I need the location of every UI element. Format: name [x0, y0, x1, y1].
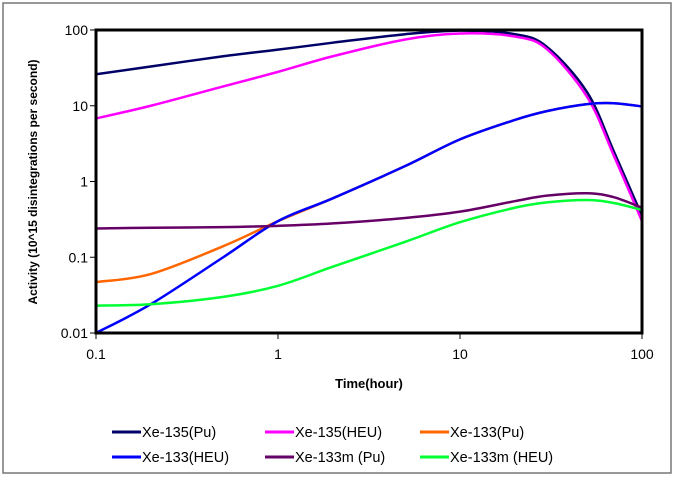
legend-item: Xe-133m (HEU)	[420, 450, 553, 466]
y-axis-title: Activity (10^15 disintegrations per seco…	[26, 59, 40, 304]
legend-label: Xe-135(Pu)	[142, 425, 216, 441]
y-tick-label: 100	[65, 22, 89, 38]
legend-item: Xe-135(HEU)	[265, 425, 382, 441]
legend-label: Xe-135(HEU)	[295, 425, 382, 441]
legend-item: Xe-133(Pu)	[420, 425, 524, 441]
y-tick-label: 10	[72, 98, 88, 114]
y-tick-label: 0.1	[69, 249, 89, 265]
legend-label: Xe-133m (Pu)	[295, 450, 385, 466]
ticks-layer: 0.1 1 10 100 0.01 0.1 1 10 100	[61, 22, 654, 362]
y-tick-label: 0.01	[61, 325, 88, 341]
legend-item: Xe-135(Pu)	[112, 425, 216, 441]
legend-item: Xe-133m (Pu)	[265, 450, 385, 466]
x-tick-label: 10	[452, 346, 468, 362]
legend: Xe-135(Pu) Xe-135(HEU) Xe-133(Pu) Xe-133(HE…	[112, 425, 553, 466]
series-line-1	[96, 32, 642, 222]
series-line-3	[96, 101, 642, 335]
series-line-5	[96, 198, 642, 307]
series-layer	[96, 29, 642, 335]
legend-label: Xe-133(HEU)	[142, 450, 229, 466]
x-axis-title: Time(hour)	[335, 376, 403, 391]
x-tick-label: 100	[630, 346, 654, 362]
legend-item: Xe-133(HEU)	[112, 450, 229, 466]
series-line-4	[96, 191, 642, 230]
legend-label: Xe-133m (HEU)	[450, 450, 553, 466]
x-tick-label: 1	[274, 346, 282, 362]
legend-label: Xe-133(Pu)	[450, 425, 524, 441]
y-tick-label: 1	[80, 174, 88, 190]
x-tick-label: 0.1	[86, 346, 106, 362]
